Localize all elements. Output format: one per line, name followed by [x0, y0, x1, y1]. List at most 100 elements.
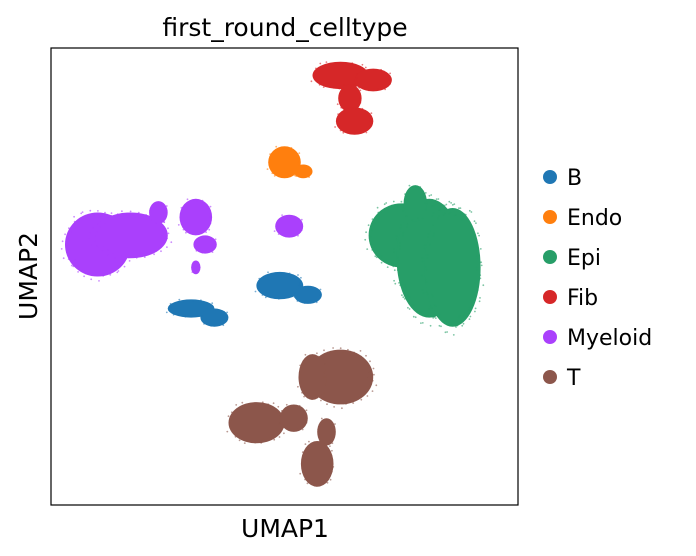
point-epi — [443, 320, 446, 322]
point-myeloid — [100, 215, 103, 218]
point-fib — [337, 118, 339, 120]
point-epi — [407, 294, 409, 297]
point-epi — [424, 208, 427, 211]
point-myeloid — [94, 235, 97, 238]
point-epi — [400, 223, 402, 226]
legend-label-myeloid: Myeloid — [567, 326, 652, 351]
point-t — [308, 440, 310, 443]
point-epi — [401, 294, 403, 297]
point-t — [297, 385, 299, 388]
point-b — [210, 325, 213, 327]
point-fib — [340, 106, 343, 109]
point-b — [258, 282, 260, 285]
point-endo — [310, 170, 312, 173]
point-epi — [468, 309, 470, 312]
point-b — [280, 272, 283, 275]
point-myeloid — [284, 235, 287, 238]
point-epi — [473, 299, 476, 301]
point-epi — [449, 211, 452, 214]
point-t — [304, 478, 306, 481]
point-myeloid — [170, 241, 173, 244]
point-fib — [336, 62, 339, 64]
point-fib — [318, 83, 321, 86]
point-myeloid — [62, 257, 65, 260]
point-myeloid — [60, 248, 63, 250]
point-cluster-t-5 — [317, 418, 336, 446]
point-epi — [453, 203, 456, 206]
point-myeloid — [80, 212, 83, 215]
point-myeloid — [165, 205, 168, 207]
point-myeloid — [300, 225, 302, 228]
point-epi — [402, 231, 405, 234]
legend-label-t: T — [566, 366, 581, 391]
point-myeloid — [198, 266, 201, 269]
point-epi — [429, 305, 432, 308]
point-epi — [374, 255, 377, 258]
point-t — [260, 442, 263, 444]
point-myeloid — [185, 231, 187, 234]
point-myeloid — [89, 232, 92, 235]
point-myeloid — [300, 218, 303, 221]
point-myeloid — [165, 211, 168, 214]
point-fib — [315, 67, 317, 70]
point-myeloid — [191, 271, 194, 273]
point-t — [364, 360, 366, 363]
point-epi — [385, 259, 387, 262]
point-t — [324, 383, 327, 386]
point-t — [373, 373, 375, 376]
point-myeloid — [163, 221, 166, 223]
point-epi — [369, 242, 372, 245]
scatter-points — [60, 61, 485, 487]
point-epi — [474, 282, 477, 285]
series-t — [226, 347, 378, 487]
point-fib — [334, 126, 336, 128]
point-myeloid — [208, 212, 211, 215]
point-b — [201, 315, 203, 318]
legend-label-epi: Epi — [567, 246, 601, 271]
point-t — [316, 352, 318, 355]
point-t — [360, 398, 363, 401]
point-t — [331, 442, 334, 445]
point-t — [318, 440, 321, 443]
point-myeloid — [155, 221, 158, 224]
point-epi — [455, 326, 457, 328]
point-t — [360, 355, 363, 358]
point-myeloid — [166, 246, 168, 249]
point-t — [335, 351, 338, 354]
point-fib — [338, 87, 341, 90]
point-myeloid — [160, 225, 163, 228]
point-myeloid — [196, 200, 198, 203]
point-epi — [444, 212, 446, 214]
point-fib — [337, 113, 339, 115]
point-epi — [424, 192, 427, 194]
point-myeloid — [150, 219, 153, 222]
point-cluster-b-3 — [200, 308, 229, 327]
point-myeloid — [193, 242, 196, 245]
point-myeloid — [67, 238, 70, 241]
point-t — [359, 350, 362, 352]
point-epi — [468, 318, 471, 320]
point-epi — [438, 313, 441, 316]
point-epi — [479, 274, 482, 277]
point-epi — [475, 266, 478, 269]
point-t — [323, 376, 326, 378]
point-myeloid — [67, 237, 70, 239]
point-cluster-fib-0 — [312, 61, 369, 90]
point-epi — [455, 213, 457, 216]
point-t — [252, 403, 255, 406]
point-myeloid — [81, 268, 84, 271]
point-t — [359, 394, 362, 397]
point-b — [214, 308, 217, 311]
point-t — [349, 354, 352, 356]
point-myeloid — [275, 223, 278, 226]
point-epi — [464, 312, 466, 314]
point-myeloid — [99, 225, 102, 228]
point-b — [172, 313, 175, 316]
point-myeloid — [152, 250, 155, 252]
point-t — [329, 445, 331, 447]
point-b — [315, 301, 318, 304]
point-myeloid — [145, 214, 148, 216]
point-b — [276, 272, 278, 275]
point-fib — [380, 68, 382, 71]
point-myeloid — [209, 222, 212, 225]
